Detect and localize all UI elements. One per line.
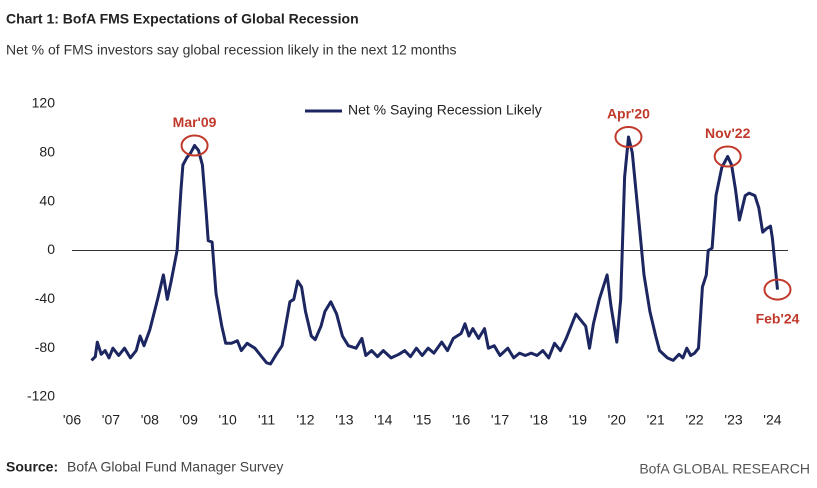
x-tick-label: '07	[102, 412, 120, 428]
series-line	[90, 135, 779, 366]
annotation-circle	[180, 134, 209, 157]
x-tick-label: '23	[724, 412, 742, 428]
source-label: Source:	[6, 459, 58, 475]
x-tick-label: '22	[685, 412, 703, 428]
x-tick-label: '15	[413, 412, 431, 428]
footer: BofA GLOBAL RESEARCH	[639, 461, 810, 477]
legend-label: Net % Saying Recession Likely	[348, 102, 542, 118]
x-tick-label: '11	[258, 412, 275, 428]
annotation-circle	[763, 278, 792, 301]
x-tick-label: '21	[647, 412, 665, 428]
x-tick-label: '20	[608, 412, 626, 428]
x-tick-label: '10	[219, 412, 237, 428]
x-tick-label: '12	[296, 412, 314, 428]
annotation-label: Mar'09	[173, 114, 217, 130]
y-tick-label: -40	[35, 290, 55, 306]
y-tick-label: -80	[35, 339, 55, 355]
x-tick-label: '16	[452, 412, 470, 428]
y-tick-label: 120	[32, 95, 56, 111]
annotation-label: Nov'22	[705, 125, 751, 141]
source: BofA Global Fund Manager Survey	[67, 459, 283, 475]
y-tick-label: 40	[39, 192, 55, 208]
chart-title: Chart 1: BofA FMS Expectations of Global…	[6, 11, 359, 27]
x-tick-label: '24	[763, 412, 781, 428]
x-tick-label: '19	[569, 412, 587, 428]
x-tick-label: '14	[374, 412, 392, 428]
x-tick-label: '08	[141, 412, 159, 428]
y-tick-label: -120	[27, 388, 55, 404]
x-tick-label: '17	[491, 412, 509, 428]
annotation-circle	[614, 125, 643, 148]
annotation-circle	[713, 145, 742, 168]
annotation-label: Feb'24	[756, 310, 800, 326]
chart-subtitle: Net % of FMS investors say global recess…	[6, 42, 457, 58]
x-tick-label: '06	[63, 412, 81, 428]
x-tick-label: '18	[530, 412, 548, 428]
annotation-label: Apr'20	[607, 106, 650, 122]
y-tick-label: 80	[39, 144, 55, 160]
x-tick-label: '13	[335, 412, 353, 428]
y-tick-label: 0	[47, 241, 55, 257]
x-tick-label: '09	[180, 412, 198, 428]
